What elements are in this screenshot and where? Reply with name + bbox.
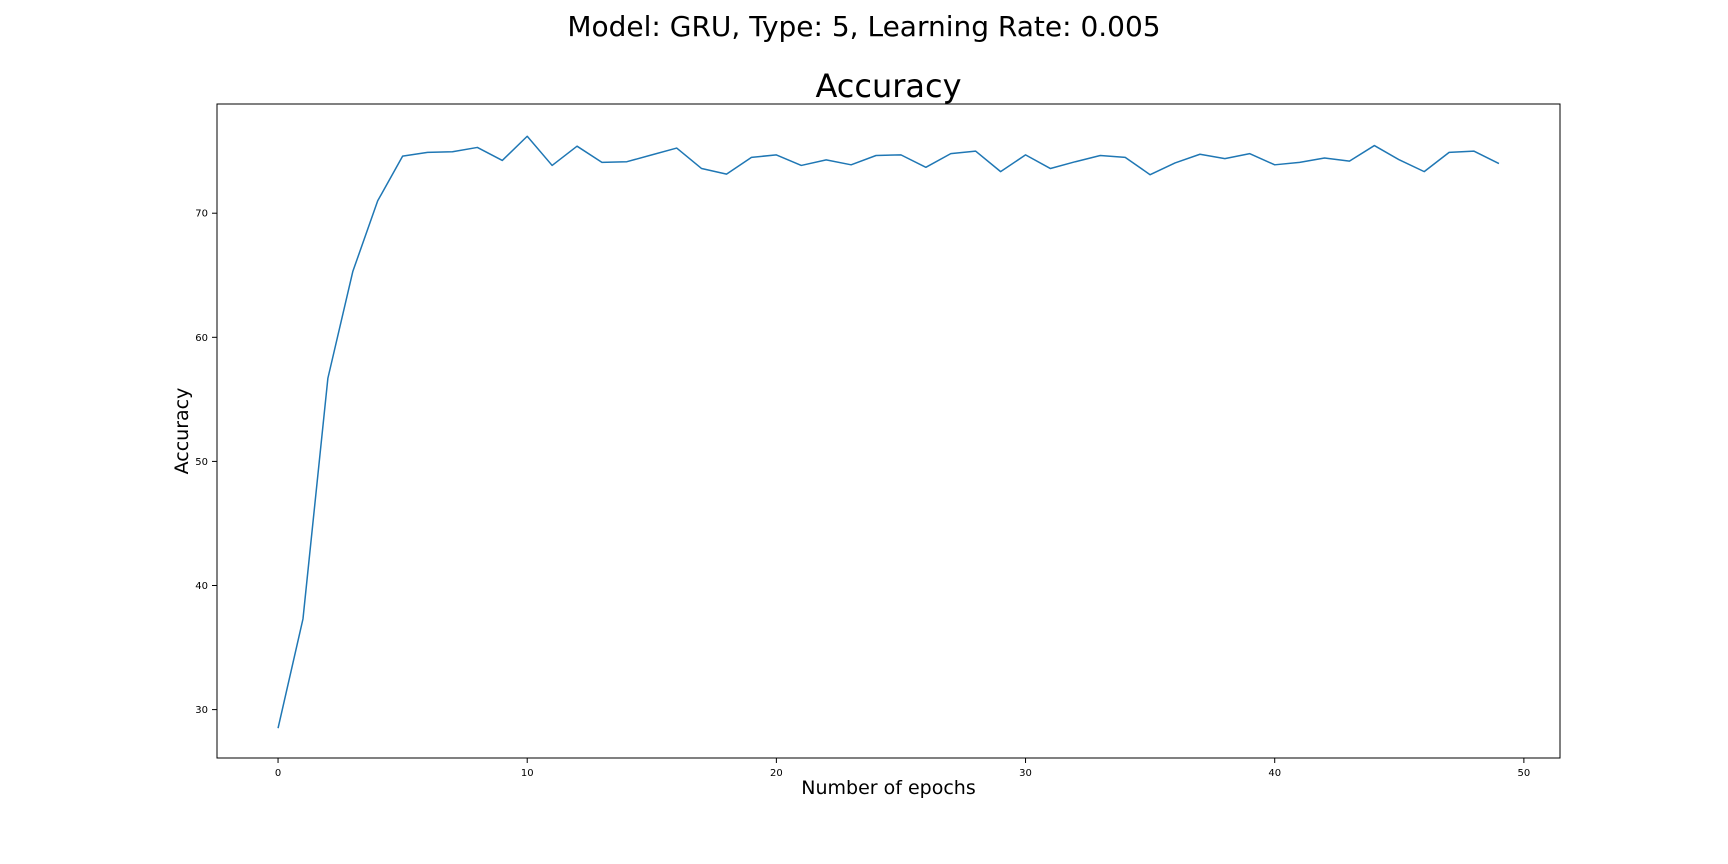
chart-title: Accuracy	[815, 67, 961, 105]
y-tick-label: 40	[195, 581, 208, 592]
x-tick-label: 10	[521, 768, 534, 779]
y-axis-label: Accuracy	[171, 388, 193, 475]
x-tick-label: 0	[275, 768, 281, 779]
y-axis: 30 40 50 60 70	[195, 209, 217, 716]
plot-area-frame	[216, 103, 1561, 759]
y-tick-label: 50	[195, 457, 208, 468]
x-axis-label: Number of epochs	[801, 777, 975, 799]
x-tick-label: 50	[1518, 768, 1531, 779]
y-tick-label: 60	[195, 333, 208, 344]
y-tick-label: 70	[195, 209, 208, 220]
x-tick-label: 20	[770, 768, 783, 779]
accuracy-series-line	[277, 135, 1500, 729]
x-axis: 0 10 20 30 40 50	[275, 758, 1530, 779]
x-tick-label: 30	[1019, 768, 1032, 779]
x-tick-label: 40	[1268, 768, 1281, 779]
figure-suptitle: Model: GRU, Type: 5, Learning Rate: 0.00…	[567, 10, 1161, 43]
y-tick-label: 30	[195, 705, 208, 716]
